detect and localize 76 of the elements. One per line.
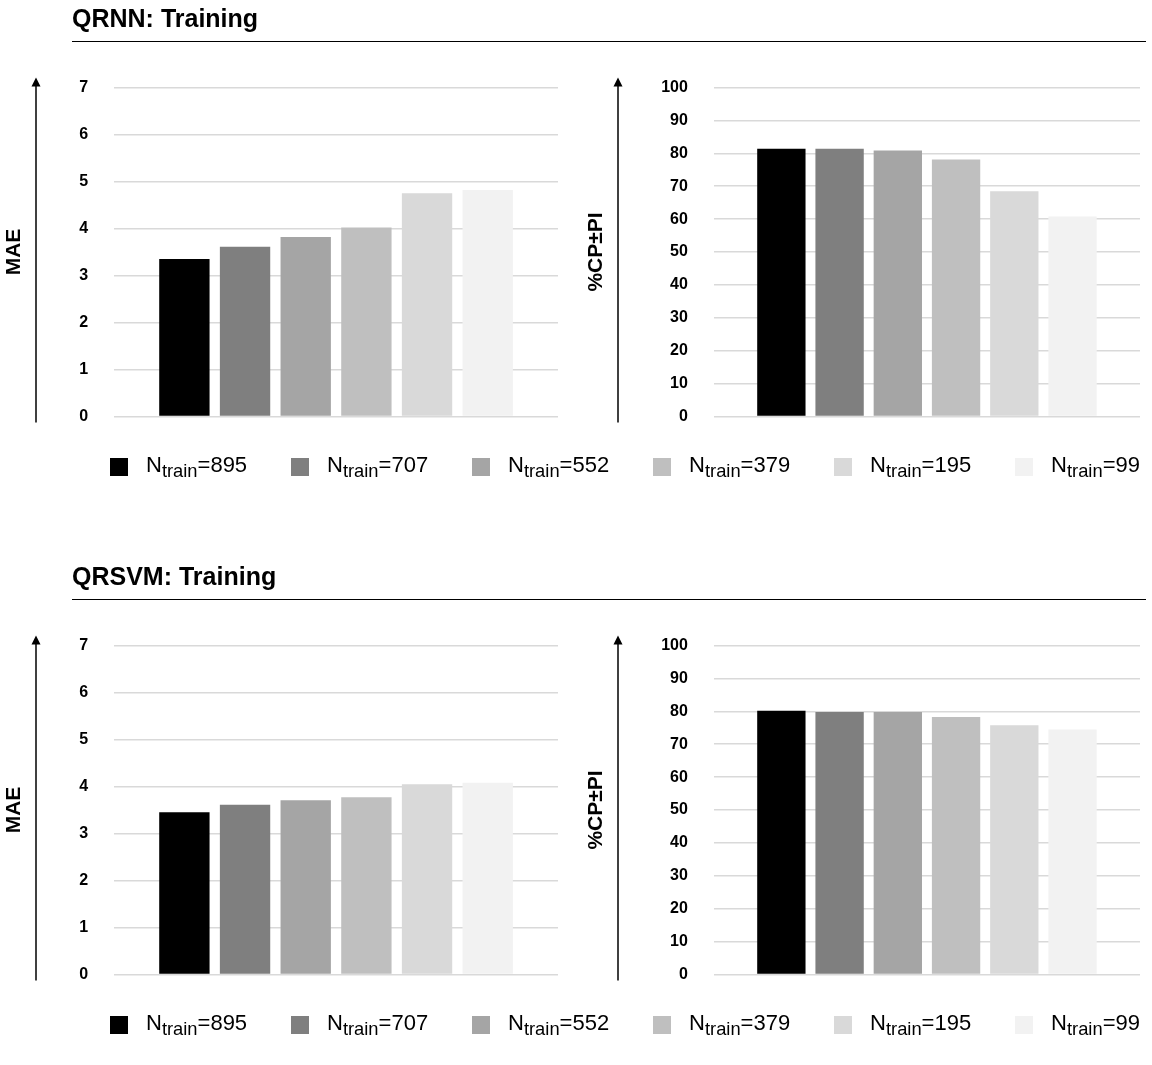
bar bbox=[280, 800, 331, 974]
bar bbox=[341, 797, 392, 974]
y-tick-label: 100 bbox=[661, 636, 688, 654]
y-tick-label: 30 bbox=[670, 308, 688, 326]
y-axis-title: %CP±PI bbox=[583, 212, 607, 292]
bar bbox=[219, 804, 271, 974]
y-tick-label: 80 bbox=[670, 143, 688, 161]
legend-label: N$_{train}$=895 bbox=[146, 1010, 248, 1041]
y-tick-label: 7 bbox=[79, 78, 89, 96]
y-tick-label: 4 bbox=[79, 776, 89, 794]
legend-label: N$_{train}$=895 bbox=[146, 452, 248, 483]
chart-title: QRSVM: Training bbox=[72, 562, 1146, 600]
bar bbox=[462, 190, 513, 416]
y-axis-title: %CP±PI bbox=[583, 770, 607, 850]
bar bbox=[1048, 729, 1097, 974]
bar bbox=[159, 259, 210, 416]
legend-label: N$_{train}$=552 bbox=[508, 1010, 610, 1041]
y-tick-label: 50 bbox=[670, 242, 688, 260]
y-tick-label: 6 bbox=[79, 682, 89, 700]
bar bbox=[341, 227, 392, 416]
y-tick-label: 80 bbox=[670, 701, 688, 719]
bar bbox=[757, 148, 806, 416]
bar bbox=[757, 710, 806, 974]
y-tick-label: 60 bbox=[670, 767, 688, 785]
y-tick-label: 20 bbox=[670, 341, 688, 359]
bar bbox=[815, 712, 864, 974]
y-tick-label: 20 bbox=[670, 899, 688, 917]
chart-title: QRNN: Training bbox=[72, 4, 1146, 42]
y-tick-label: 90 bbox=[670, 110, 688, 128]
y-tick-label: 0 bbox=[79, 964, 89, 982]
legend-label: N$_{train}$=552 bbox=[508, 452, 610, 483]
legend-label: N$_{train}$=707 bbox=[327, 452, 429, 483]
y-axis-title: MAE bbox=[1, 786, 25, 834]
legend-label: N$_{train}$=195 bbox=[870, 1010, 972, 1041]
bar bbox=[873, 150, 922, 416]
y-tick-label: 5 bbox=[79, 729, 89, 747]
y-tick-label: 40 bbox=[670, 275, 688, 293]
legend-label: N$_{train}$=379 bbox=[689, 452, 791, 483]
y-tick-label: 10 bbox=[670, 931, 688, 949]
y-tick-label: 50 bbox=[670, 800, 688, 818]
y-tick-label: 5 bbox=[79, 171, 89, 189]
bar bbox=[931, 716, 981, 974]
y-tick-label: 10 bbox=[670, 373, 688, 391]
bar bbox=[815, 148, 864, 416]
bar bbox=[931, 159, 981, 416]
y-axis-title: MAE bbox=[1, 228, 25, 276]
y-tick-label: 70 bbox=[670, 176, 688, 194]
y-tick-label: 0 bbox=[678, 964, 688, 982]
y-tick-label: 4 bbox=[79, 218, 89, 236]
legend-label: N$_{train}$=99 bbox=[1051, 452, 1140, 483]
y-tick-label: 7 bbox=[79, 636, 89, 654]
bar bbox=[462, 782, 513, 974]
y-tick-label: 60 bbox=[670, 209, 688, 227]
y-tick-label: 3 bbox=[79, 823, 89, 841]
y-tick-label: 6 bbox=[79, 124, 89, 142]
y-tick-label: 1 bbox=[79, 359, 89, 377]
y-tick-label: 100 bbox=[661, 78, 688, 96]
legend-label: N$_{train}$=379 bbox=[689, 1010, 791, 1041]
legend-label: N$_{train}$=195 bbox=[870, 452, 972, 483]
y-tick-label: 30 bbox=[670, 866, 688, 884]
bar bbox=[1048, 216, 1097, 416]
bar bbox=[280, 236, 331, 416]
legend-label: N$_{train}$=707 bbox=[327, 1010, 429, 1041]
bar bbox=[159, 812, 210, 974]
y-tick-label: 3 bbox=[79, 265, 89, 283]
bar bbox=[873, 712, 922, 974]
y-tick-label: 2 bbox=[79, 312, 89, 330]
y-tick-label: 1 bbox=[79, 917, 89, 935]
y-tick-label: 0 bbox=[678, 406, 688, 424]
y-tick-label: 0 bbox=[79, 406, 89, 424]
legend-label: N$_{train}$=99 bbox=[1051, 1010, 1140, 1041]
y-tick-label: 70 bbox=[670, 734, 688, 752]
y-tick-label: 2 bbox=[79, 870, 89, 888]
y-tick-label: 40 bbox=[670, 833, 688, 851]
bar bbox=[219, 246, 271, 416]
y-tick-label: 90 bbox=[670, 668, 688, 686]
